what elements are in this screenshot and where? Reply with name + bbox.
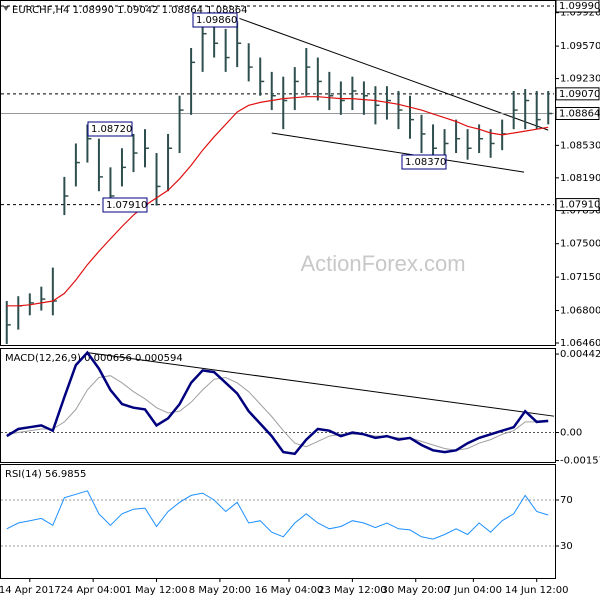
x-tick-label: 30 May 20:00 [381, 585, 450, 596]
macd-line [6, 375, 549, 451]
macd-line [6, 350, 549, 456]
y-tick-label: 1.08530 [560, 140, 600, 151]
y-tick-label: 1.06460 [560, 338, 600, 349]
moving-average [6, 96, 549, 307]
level-label-box [555, 0, 600, 13]
x-tick-label: 7 Jun 04:00 [445, 585, 502, 596]
last-price-box [555, 107, 600, 121]
panel-frame [0, 0, 556, 346]
level-label: 1.09990 [559, 1, 600, 12]
panel-frame [0, 464, 556, 579]
y-tick-label: 1.07150 [560, 272, 600, 283]
trend-line [87, 352, 555, 417]
last-price-label: 1.08864 [559, 109, 600, 120]
annotation: 1.08370 [405, 157, 446, 168]
y-tick-label: 0.00 [560, 428, 582, 439]
x-tick-label: 14 Jun 12:00 [505, 585, 569, 596]
y-tick-label: 1.08190 [560, 173, 600, 184]
x-tick-label: 1 May 12:00 [125, 585, 187, 596]
annotation: 1.08720 [91, 124, 132, 135]
y-tick-label: -0.001578 [560, 456, 600, 467]
x-tick-label: 16 May 04:00 [255, 585, 324, 596]
panel-frame [0, 348, 556, 463]
y-tick-label: 1.06800 [560, 306, 600, 317]
y-tick-label: 70 [560, 495, 573, 506]
rsi-line [6, 490, 549, 540]
level-label-box [555, 87, 600, 101]
x-tick-label: 24 Apr 04:00 [61, 585, 126, 596]
y-tick-label: 1.07500 [560, 239, 600, 250]
annotation-box [102, 197, 148, 213]
watermark: ActionForex.com [300, 251, 465, 276]
symbol-icon [3, 6, 9, 11]
y-tick-label: 30 [560, 541, 573, 552]
x-tick-label: 8 May 20:00 [189, 585, 251, 596]
y-tick-label: 1.09920 [560, 8, 600, 19]
level-label: 1.09070 [559, 89, 600, 100]
annotation-box [87, 121, 133, 137]
annotation: 1.07910 [106, 200, 147, 211]
y-tick-label: 0.00442 [560, 349, 600, 360]
x-tick-label: 14 Apr 2017 [0, 585, 61, 596]
y-tick-label: 1.09230 [560, 74, 600, 85]
annotation-box [192, 12, 238, 28]
annotation: 1.09860 [196, 15, 237, 26]
level-label-box [555, 198, 600, 212]
trend-line [239, 17, 549, 131]
panel-title: MACD(12,26,9) 0.000656 0.000594 [5, 353, 183, 364]
panel-title: RSI(14) 56.9855 [5, 469, 86, 480]
annotation-box [401, 154, 447, 170]
level-label: 1.07910 [559, 200, 600, 211]
x-tick-label: 23 May 12:00 [318, 585, 387, 596]
trend-line [271, 132, 525, 173]
y-tick-label: 1.09570 [560, 41, 600, 52]
panel-title: EURCHF,H4 1.08990 1.09042 1.08864 1.0886… [12, 5, 248, 16]
